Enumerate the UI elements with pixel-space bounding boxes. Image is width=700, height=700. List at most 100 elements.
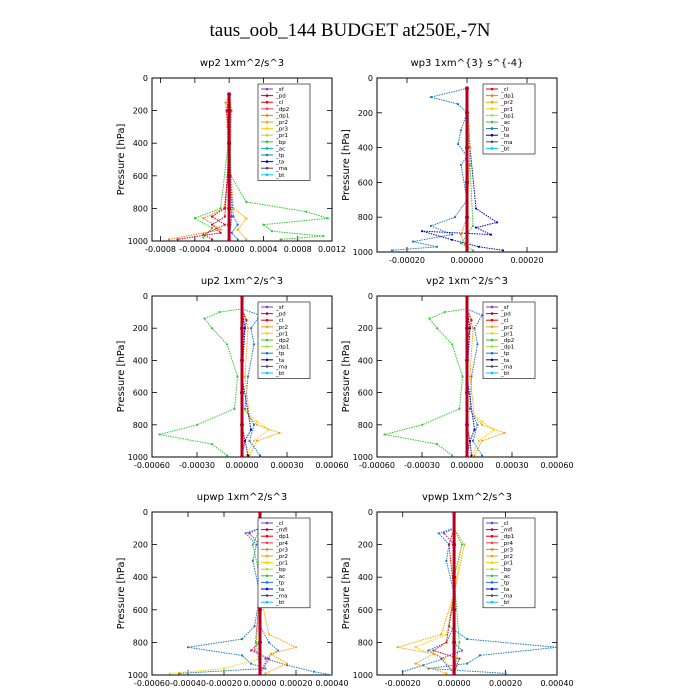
legend-marker <box>265 94 269 97</box>
x-tick-label: 0.0012 <box>318 245 346 254</box>
data-point <box>210 443 214 446</box>
y-tick-label: 400 <box>133 356 148 365</box>
data-point <box>158 433 161 436</box>
panel-title: vp2 1xm^2/s^3 <box>426 276 508 287</box>
data-point <box>411 240 415 243</box>
legend-label: _pr1 <box>275 561 288 567</box>
x-tick-label: -0.00060 <box>134 461 170 470</box>
legend-label: _cl <box>500 521 509 527</box>
data-point <box>480 420 484 423</box>
y-axis-label: Pressure [hPa] <box>116 558 127 630</box>
y-tick-label: 600 <box>133 606 148 615</box>
data-point <box>459 242 463 245</box>
y-tick-label: 0 <box>368 508 373 517</box>
legend-label: _ac <box>500 574 510 580</box>
x-tick-label: 0.00020 <box>489 679 522 688</box>
legend: _cl_dp1_pr2_pr1_bp1_ac_tp_ta_ma_bt <box>482 83 536 155</box>
series-line-tp <box>428 527 557 674</box>
y-axis-label: Pressure [hPa] <box>341 558 352 630</box>
data-point <box>480 423 484 426</box>
data-point <box>465 180 469 185</box>
y-tick-label: 400 <box>358 573 373 582</box>
y-tick-label: 600 <box>358 389 373 398</box>
data-point <box>252 439 256 442</box>
series-group <box>383 296 506 457</box>
y-tick-label: 800 <box>358 638 373 647</box>
data-point <box>442 532 445 535</box>
data-point <box>465 326 469 331</box>
data-point <box>230 215 233 218</box>
data-point <box>278 431 281 434</box>
series-group <box>158 296 281 457</box>
legend-label: _tp <box>500 127 510 133</box>
data-point <box>470 454 473 457</box>
legend-marker <box>490 133 494 137</box>
data-point <box>244 532 247 535</box>
data-point <box>227 173 232 178</box>
data-point <box>428 317 431 320</box>
legend-marker <box>490 351 494 355</box>
legend-label: _ma <box>500 364 512 370</box>
legend-marker <box>265 100 269 104</box>
data-point <box>489 233 493 236</box>
data-point <box>227 222 232 227</box>
legend-label: _dp2 <box>275 107 289 113</box>
legend-label: _bt <box>500 146 510 152</box>
legend-marker <box>490 534 494 538</box>
legend-marker <box>265 312 269 315</box>
legend-label: _dp1 <box>500 94 514 100</box>
x-tick-label: -0.0008 <box>145 245 176 254</box>
x-tick-label: 0.00000 <box>450 461 483 470</box>
data-point <box>330 673 332 675</box>
x-tick-label: 0.00000 <box>438 679 471 688</box>
data-point <box>276 649 280 652</box>
legend-label: _pr3 <box>500 547 514 553</box>
data-point <box>503 431 506 434</box>
legend-marker <box>490 318 494 322</box>
data-point <box>219 231 222 234</box>
y-tick-label: 0 <box>143 508 148 517</box>
data-point <box>452 607 457 612</box>
data-point <box>452 512 457 514</box>
legend-marker <box>265 561 269 564</box>
data-point <box>262 223 265 226</box>
legend-label: _dp2 <box>500 338 514 344</box>
data-point <box>245 200 248 203</box>
data-point <box>459 129 463 132</box>
legend-label: _bt <box>275 600 285 606</box>
data-point <box>255 439 259 442</box>
data-point <box>440 633 443 636</box>
data-point <box>168 672 172 675</box>
y-axis-label: Pressure [hPa] <box>341 129 352 201</box>
legend-label: _mfl <box>500 528 513 534</box>
legend-label: _pr3 <box>275 127 289 133</box>
legend-marker <box>490 574 494 578</box>
legend-label: _pr1 <box>275 133 288 139</box>
data-point <box>501 249 505 252</box>
data-point <box>210 226 214 230</box>
legend-marker <box>265 160 269 163</box>
legend-marker <box>490 541 494 545</box>
data-point <box>227 239 232 241</box>
legend-marker <box>265 528 269 531</box>
legend-label: _cl <box>500 318 509 324</box>
data-point <box>210 223 214 226</box>
panel-2: wp3 1xm^{3} s^{-4} 0 200 400 600 800 1000 -0.00… <box>341 58 558 265</box>
data-point <box>195 423 199 426</box>
legend-label: _sf <box>275 305 285 311</box>
series-line-ac <box>228 94 328 240</box>
legend-marker <box>490 140 494 144</box>
data-point <box>460 543 463 546</box>
legend-marker <box>490 554 494 558</box>
data-point <box>251 559 254 563</box>
data-point <box>458 641 461 644</box>
x-tick-label: -0.00020 <box>385 679 421 688</box>
legend-marker <box>265 600 269 604</box>
x-tick-label: 0.0004 <box>249 245 277 254</box>
legend-marker <box>265 371 269 375</box>
data-point <box>294 646 298 649</box>
data-point <box>465 296 469 298</box>
legend-label: _ta <box>500 133 509 139</box>
legend-label: _ma <box>275 166 287 172</box>
legend-marker <box>490 587 494 591</box>
